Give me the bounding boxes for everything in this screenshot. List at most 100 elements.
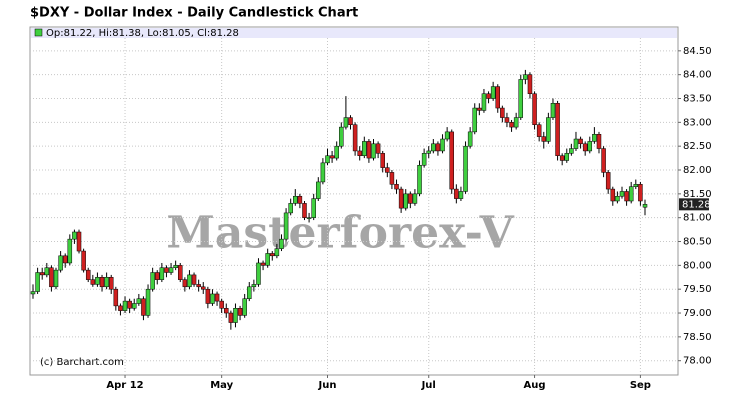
y-tick-label: 79.00 — [683, 308, 712, 319]
candle-body — [532, 93, 537, 125]
candle-body — [339, 126, 344, 147]
y-tick-label: 83.00 — [683, 117, 712, 128]
candle-body — [228, 312, 234, 323]
candle-body — [76, 231, 82, 252]
candle-body — [127, 300, 132, 309]
candle-body — [343, 117, 349, 128]
candle-body — [536, 124, 542, 137]
candle-body — [352, 124, 358, 152]
last-price-label: 81.28 — [682, 199, 711, 210]
candle-body — [458, 191, 464, 199]
candle-body — [224, 308, 229, 314]
candle-body — [610, 188, 616, 202]
candle-body — [449, 131, 454, 190]
x-tick-label: Jul — [421, 380, 436, 391]
candle-body — [49, 267, 54, 288]
candle-body — [159, 267, 165, 280]
candle-body — [131, 303, 137, 309]
candle-body — [205, 288, 211, 304]
plot-area — [29, 26, 679, 376]
candle-body — [329, 155, 335, 159]
candle-body — [62, 255, 68, 264]
candle-body — [260, 262, 266, 266]
candle-body — [53, 269, 59, 288]
candle-body — [389, 172, 395, 185]
x-tick-label: Apr 12 — [106, 380, 143, 391]
candle-body — [421, 153, 427, 166]
candle-body — [306, 217, 312, 219]
candle-body — [513, 117, 519, 128]
candle-body — [504, 117, 510, 123]
candle-body — [509, 122, 514, 128]
y-tick-label: 78.50 — [683, 332, 712, 343]
candle-body — [233, 308, 238, 323]
candle-body — [638, 184, 643, 202]
candle-body — [619, 191, 625, 197]
candle-body — [481, 93, 487, 111]
candle-body — [615, 195, 620, 202]
candle-body — [320, 162, 326, 183]
candle-body — [587, 141, 593, 152]
candle-body — [573, 138, 579, 149]
candle-body — [486, 93, 491, 99]
candle-body — [605, 172, 611, 190]
candle-body — [569, 148, 574, 154]
candle-body — [237, 308, 243, 316]
candle-body — [550, 103, 556, 118]
y-tick-label: 83.50 — [683, 94, 712, 105]
candle-body — [385, 167, 390, 173]
candle-body — [426, 150, 431, 154]
x-tick-label: Sep — [630, 380, 651, 391]
candle-body — [279, 238, 284, 249]
candle-body — [251, 284, 257, 288]
candle-body — [642, 204, 648, 208]
candle-body — [270, 253, 275, 257]
candle-body — [104, 277, 109, 288]
candle-body — [559, 155, 565, 161]
candle-body — [90, 279, 96, 285]
candle-body — [624, 191, 629, 202]
last-price-box — [679, 198, 709, 211]
candle-body — [99, 277, 105, 288]
candle-body — [527, 74, 533, 94]
y-tick-label: 82.50 — [683, 141, 712, 152]
candle-body — [633, 184, 639, 187]
candle-body — [242, 298, 247, 316]
x-tick-label: May — [210, 380, 233, 391]
candle-body — [596, 134, 602, 149]
candle-body — [357, 150, 362, 156]
candle-body — [601, 148, 606, 173]
candle-body — [81, 250, 86, 271]
candle-body — [334, 145, 339, 159]
candle-body — [490, 86, 496, 99]
candle-body — [371, 143, 376, 159]
candle-body — [182, 279, 188, 288]
candle-body — [265, 253, 270, 266]
candle-body — [136, 298, 142, 304]
candle-body — [72, 231, 77, 240]
y-tick-label: 78.00 — [683, 356, 712, 367]
candle-body — [173, 265, 178, 268]
candle-body — [316, 181, 321, 199]
candle-body — [214, 293, 220, 302]
candle-body — [288, 203, 293, 214]
candle-body — [578, 138, 583, 145]
candle-body — [412, 193, 418, 204]
candle-body — [628, 186, 634, 202]
candle-body — [113, 288, 119, 307]
candle-body — [472, 107, 477, 133]
candle-body — [58, 255, 63, 271]
candle-body — [403, 193, 408, 209]
candle-body — [35, 272, 40, 292]
y-tick-label: 84.00 — [683, 70, 712, 81]
candle-body — [293, 195, 298, 204]
candle-body — [495, 86, 501, 109]
candle-body — [564, 153, 570, 161]
candle-body — [348, 117, 353, 125]
candle-body — [366, 141, 372, 159]
candle-body — [145, 288, 151, 316]
candle-body — [191, 274, 197, 285]
y-tick-label: 80.00 — [683, 260, 712, 271]
candle-body — [417, 164, 422, 195]
